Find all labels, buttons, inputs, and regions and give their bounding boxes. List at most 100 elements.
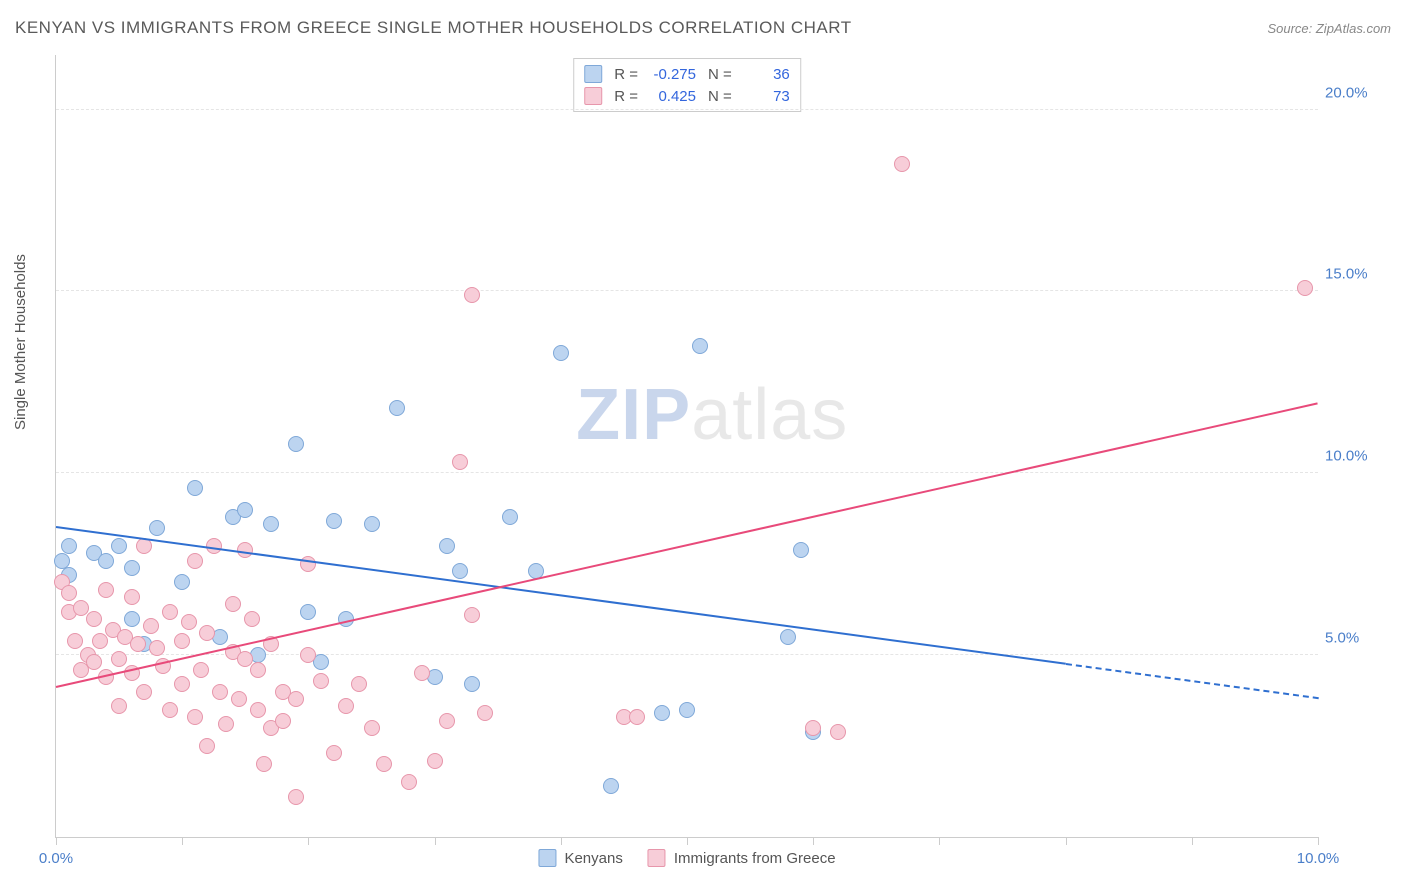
y-axis-label: Single Mother Households	[12, 254, 29, 430]
scatter-point-greece	[464, 607, 480, 623]
trend-line	[1065, 663, 1318, 699]
scatter-point-kenyans	[124, 560, 140, 576]
scatter-point-greece	[130, 636, 146, 652]
scatter-point-greece	[162, 702, 178, 718]
scatter-point-kenyans	[187, 480, 203, 496]
scatter-point-greece	[1297, 280, 1313, 296]
gridline	[56, 109, 1318, 110]
scatter-point-kenyans	[111, 538, 127, 554]
scatter-point-greece	[98, 582, 114, 598]
series-legend-item: Immigrants from Greece	[648, 849, 836, 867]
scatter-point-greece	[111, 651, 127, 667]
scatter-point-kenyans	[603, 778, 619, 794]
scatter-point-greece	[338, 698, 354, 714]
chart-source: Source: ZipAtlas.com	[1267, 21, 1391, 36]
y-tick-label: 5.0%	[1325, 630, 1380, 647]
series-label: Immigrants from Greece	[674, 850, 836, 867]
scatter-point-kenyans	[237, 502, 253, 518]
scatter-point-kenyans	[124, 611, 140, 627]
chart-title: KENYAN VS IMMIGRANTS FROM GREECE SINGLE …	[15, 18, 852, 38]
scatter-point-greece	[143, 618, 159, 634]
chart-plot-area: ZIPatlas R = -0.275 N = 36 R = 0.425 N =…	[55, 55, 1318, 838]
x-tick	[1066, 837, 1067, 845]
scatter-point-greece	[376, 756, 392, 772]
scatter-point-greece	[288, 691, 304, 707]
scatter-point-greece	[477, 705, 493, 721]
scatter-point-greece	[244, 611, 260, 627]
scatter-point-greece	[326, 745, 342, 761]
r-value: 0.425	[646, 88, 696, 105]
x-tick	[561, 837, 562, 845]
scatter-point-greece	[149, 640, 165, 656]
scatter-point-greece	[629, 709, 645, 725]
scatter-point-greece	[894, 156, 910, 172]
legend-swatch-greece	[584, 87, 602, 105]
scatter-point-kenyans	[793, 542, 809, 558]
correlation-legend-row: R = -0.275 N = 36	[584, 63, 790, 85]
y-tick-label: 15.0%	[1325, 266, 1380, 283]
scatter-point-greece	[237, 542, 253, 558]
series-legend: Kenyans Immigrants from Greece	[538, 849, 835, 867]
scatter-point-kenyans	[464, 676, 480, 692]
x-tick	[435, 837, 436, 845]
r-label: R =	[614, 88, 638, 105]
x-tick	[1192, 837, 1193, 845]
scatter-point-greece	[364, 720, 380, 736]
y-tick-label: 10.0%	[1325, 448, 1380, 465]
scatter-point-greece	[86, 611, 102, 627]
watermark: ZIPatlas	[576, 374, 848, 456]
x-tick	[308, 837, 309, 845]
correlation-legend-row: R = 0.425 N = 73	[584, 85, 790, 107]
scatter-point-kenyans	[300, 604, 316, 620]
scatter-point-greece	[427, 753, 443, 769]
scatter-point-greece	[111, 698, 127, 714]
scatter-point-kenyans	[553, 345, 569, 361]
scatter-point-greece	[174, 676, 190, 692]
series-label: Kenyans	[564, 850, 622, 867]
scatter-point-greece	[351, 676, 367, 692]
gridline	[56, 472, 1318, 473]
scatter-point-kenyans	[174, 574, 190, 590]
scatter-point-kenyans	[679, 702, 695, 718]
scatter-point-kenyans	[326, 513, 342, 529]
scatter-point-kenyans	[389, 400, 405, 416]
gridline	[56, 290, 1318, 291]
scatter-point-greece	[414, 665, 430, 681]
scatter-point-greece	[250, 662, 266, 678]
scatter-point-greece	[124, 589, 140, 605]
scatter-point-greece	[199, 625, 215, 641]
scatter-point-greece	[256, 756, 272, 772]
y-tick-label: 20.0%	[1325, 84, 1380, 101]
scatter-point-kenyans	[364, 516, 380, 532]
x-tick	[939, 837, 940, 845]
scatter-point-greece	[401, 774, 417, 790]
n-label: N =	[708, 66, 732, 83]
scatter-point-greece	[193, 662, 209, 678]
scatter-point-greece	[300, 647, 316, 663]
x-tick	[813, 837, 814, 845]
n-value: 36	[740, 66, 790, 83]
x-tick	[182, 837, 183, 845]
scatter-point-greece	[212, 684, 228, 700]
watermark-atlas: atlas	[691, 375, 848, 455]
scatter-point-greece	[86, 654, 102, 670]
scatter-point-kenyans	[502, 509, 518, 525]
legend-swatch-kenyans	[584, 65, 602, 83]
scatter-point-greece	[136, 684, 152, 700]
scatter-point-greece	[67, 633, 83, 649]
scatter-point-kenyans	[654, 705, 670, 721]
scatter-point-greece	[231, 691, 247, 707]
series-legend-item: Kenyans	[538, 849, 622, 867]
scatter-point-greece	[439, 713, 455, 729]
scatter-point-greece	[464, 287, 480, 303]
x-tick	[56, 837, 57, 845]
watermark-zip: ZIP	[576, 375, 691, 455]
scatter-point-greece	[250, 702, 266, 718]
scatter-point-greece	[174, 633, 190, 649]
x-tick	[1318, 837, 1319, 845]
scatter-point-greece	[805, 720, 821, 736]
scatter-point-greece	[92, 633, 108, 649]
x-tick-label: 10.0%	[1297, 850, 1340, 867]
scatter-point-kenyans	[780, 629, 796, 645]
r-value: -0.275	[646, 66, 696, 83]
